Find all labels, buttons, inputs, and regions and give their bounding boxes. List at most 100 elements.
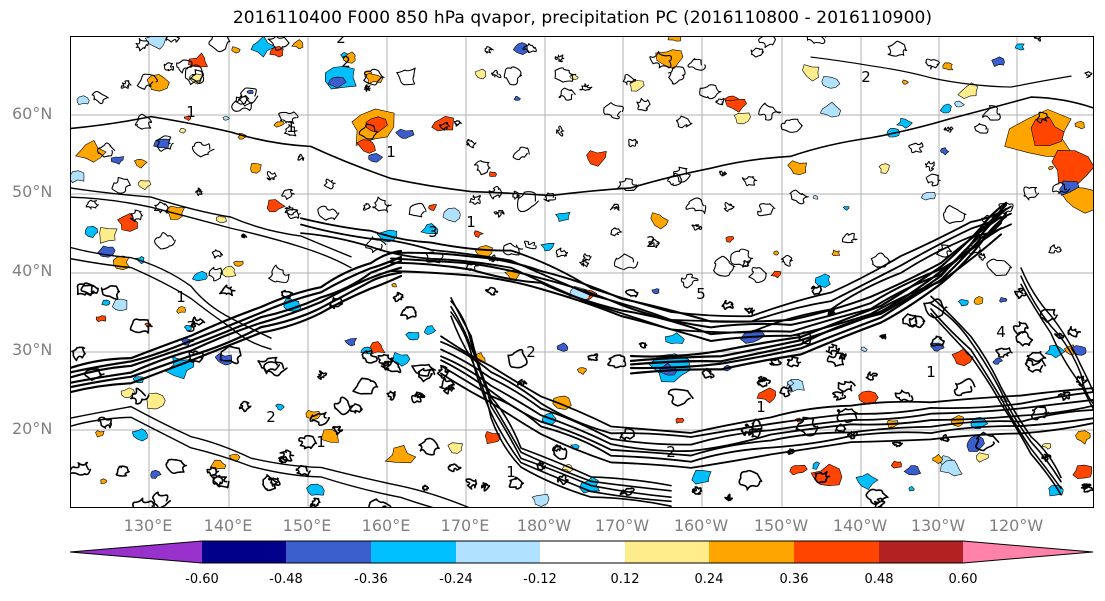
precip-anomaly-patch [1048, 166, 1054, 170]
qvapor-contour-line [795, 416, 819, 437]
precip-anomaly-patch [216, 215, 227, 223]
qvapor-contour-line [97, 416, 113, 429]
contour-label: 2 [861, 68, 871, 86]
qvapor-contour-line [587, 353, 599, 362]
contour-label: 2 [341, 53, 351, 71]
lon-label-170w: 170°W [594, 516, 650, 535]
qvapor-contour-line [558, 87, 576, 101]
precip-anomaly-patch [344, 338, 358, 347]
qvapor-contour-line [97, 142, 116, 158]
qvapor-contour-line [488, 254, 499, 263]
lon-label-150w: 150°W [753, 516, 809, 535]
precip-anomaly-patch [291, 39, 304, 50]
qvapor-contour-line [297, 153, 305, 161]
qvapor-contour-line [80, 284, 99, 295]
qvapor-contour-line [71, 461, 92, 476]
qvapor-contour-line [748, 267, 767, 284]
qvapor-contour-line [582, 253, 592, 263]
precip-anomaly-patch [112, 298, 128, 312]
qvapor-contour-line [115, 465, 130, 477]
qvapor-contour-line [638, 342, 648, 349]
qvapor-contour-line [71, 187, 352, 258]
qvapor-contour-line [701, 367, 715, 379]
precip-anomaly-patch [221, 265, 237, 278]
qvapor-contour-line [780, 118, 803, 133]
contour-label: 1 [386, 143, 396, 161]
qvapor-contour-line [71, 405, 470, 507]
qvapor-contour-line [392, 291, 404, 303]
precip-anomaly-patch [957, 299, 969, 307]
lon-label-150e: 150°E [282, 516, 332, 535]
qvapor-contour-line [76, 282, 95, 297]
qvapor-contour-line [827, 307, 836, 316]
precip-anomaly-patch [120, 387, 136, 398]
contour-label: 2 [666, 443, 676, 461]
qvapor-contour-line [480, 482, 491, 492]
contour-label: 2 [646, 233, 656, 251]
qvapor-contour-line [925, 58, 940, 70]
precip-anomaly-patch [878, 163, 890, 174]
colorbar-segment [70, 541, 202, 563]
qvapor-contour-line [826, 352, 846, 367]
colorbar-tick: -0.48 [269, 572, 303, 587]
colorbar-segment [625, 541, 709, 563]
qvapor-contour-line [295, 464, 311, 478]
qvapor-contour-line [810, 56, 1072, 88]
precip-anomaly-patch [812, 195, 819, 200]
precip-anomaly-patch [75, 139, 107, 163]
qvapor-contour-line [603, 102, 624, 120]
colorbar-tick: -0.12 [523, 572, 557, 587]
precip-anomaly-patch [368, 153, 384, 163]
qvapor-contour-line [769, 357, 782, 366]
qvapor-contour-line [865, 488, 889, 506]
precip-anomaly-patch [939, 103, 952, 114]
colorbar-segment [879, 541, 963, 563]
qvapor-contour-line [208, 266, 224, 282]
precip-anomaly-patch [99, 227, 118, 244]
colorbar-segment [371, 541, 456, 563]
qvapor-contour-line [71, 258, 272, 350]
qvapor-contour-line [267, 477, 281, 487]
qvapor-contour-line [365, 236, 387, 254]
qvapor-contour-line [411, 363, 437, 377]
qvapor-contour-line [400, 306, 417, 320]
qvapor-contour-line [100, 285, 121, 300]
precip-anomaly-patch [420, 223, 439, 235]
qvapor-contour-line [522, 43, 537, 54]
colorbar-tick: 0.60 [948, 572, 978, 587]
qvapor-contour-line [974, 431, 1000, 452]
qvapor-contour-line [219, 284, 236, 297]
qvapor-contour-line [71, 346, 86, 362]
colorbar-tick: 0.36 [779, 572, 809, 587]
qvapor-contour-line [758, 102, 782, 121]
precip-anomaly-patch [756, 387, 777, 404]
qvapor-contour-line [607, 354, 627, 369]
qvapor-contour-line [901, 313, 918, 327]
precip-anomaly-patch [146, 74, 170, 92]
precip-anomaly-patch [392, 352, 411, 367]
precip-anomaly-patch [561, 463, 573, 473]
qvapor-contour-line [622, 73, 637, 86]
qvapor-contour-line [579, 259, 590, 268]
qvapor-contour-line [71, 271, 403, 389]
qvapor-contour-line [847, 430, 858, 440]
qvapor-contour-line [507, 348, 528, 369]
qvapor-contour-line [930, 308, 1062, 490]
precip-anomaly-patch [76, 95, 90, 106]
precip-anomaly-patch [954, 100, 965, 108]
qvapor-contour-line [465, 262, 479, 271]
contour-label: 1 [506, 463, 516, 481]
colorbar-segment [540, 541, 625, 563]
precip-anomaly-patch [650, 212, 669, 230]
contour-label: 1 [176, 288, 186, 306]
precip-anomaly-patch [992, 357, 1004, 365]
qvapor-contour-line [667, 172, 683, 186]
qvapor-contour-line [396, 67, 416, 86]
qvapor-contour-line [390, 233, 1002, 342]
qvapor-contour-line [879, 333, 887, 340]
qvapor-contour-line [408, 202, 427, 218]
qvapor-contour-line [368, 498, 392, 507]
qvapor-contour-line [71, 196, 352, 269]
qvapor-contour-line [838, 352, 847, 360]
